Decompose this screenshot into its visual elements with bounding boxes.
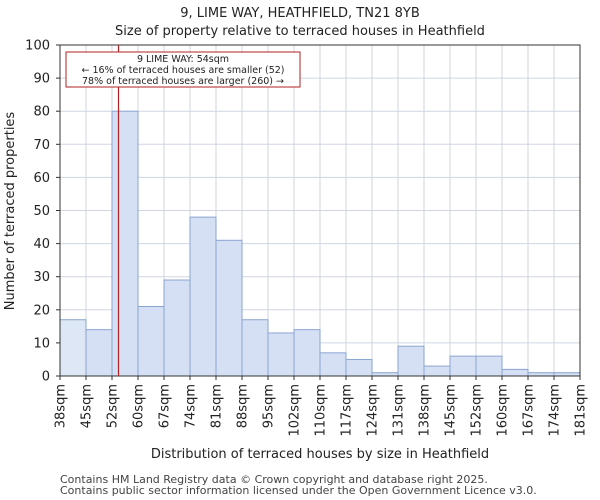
x-tick-label: 67sqm — [158, 384, 173, 428]
bar-117sqm — [345, 358, 373, 377]
annotation-box — [65, 51, 301, 88]
annotation-line-3: 78% of terraced houses are larger (260) … — [82, 76, 284, 87]
property-marker: 9 LIME WAY: 54sqm← 16% of terraced house… — [65, 45, 301, 376]
y-tick-label: 50 — [33, 204, 50, 219]
x-tick-label: 95sqm — [262, 384, 277, 428]
footer-line-2: Contains public sector information licen… — [60, 484, 537, 497]
y-tick-label: 60 — [33, 171, 50, 186]
bar-102sqm — [293, 329, 321, 377]
bar-67sqm — [163, 279, 191, 377]
x-tick-label: 131sqm — [392, 384, 407, 437]
y-tick-label: 80 — [33, 105, 50, 120]
bar-81sqm — [215, 239, 243, 377]
x-tick-label: 117sqm — [340, 384, 355, 437]
axes — [56, 44, 581, 380]
x-tick-label: 174sqm — [548, 384, 563, 437]
y-tick-label: 10 — [33, 336, 50, 351]
bar-52sqm — [111, 110, 139, 377]
x-tick-label: 145sqm — [444, 384, 459, 437]
chart-subtitle: Size of property relative to terraced ho… — [115, 24, 485, 39]
y-tick-label: 100 — [25, 39, 50, 54]
x-tick-label: 38sqm — [54, 384, 69, 428]
bar-60sqm — [137, 305, 165, 377]
x-tick-label: 52sqm — [106, 384, 121, 428]
x-tick-label: 45sqm — [80, 384, 95, 428]
y-tick-label: 0 — [42, 370, 50, 385]
bars — [59, 110, 581, 377]
x-tick-label: 102sqm — [288, 384, 303, 437]
x-tick-label: 110sqm — [314, 384, 329, 437]
bar-110sqm — [319, 352, 347, 377]
bar-145sqm — [449, 355, 477, 377]
x-tick-label: 81sqm — [210, 384, 225, 428]
annotation-line-1: 9 LIME WAY: 54sqm — [137, 54, 229, 65]
x-tick-label: 60sqm — [132, 384, 147, 428]
x-tick-label: 152sqm — [470, 384, 485, 437]
x-tick-labels: 38sqm 45sqm 52sqm 60sqm 67sqm 74sqm 81sqm 88sqm… — [54, 384, 589, 437]
bar-45sqm — [85, 329, 113, 377]
bar-160sqm — [501, 368, 529, 377]
bar-88sqm — [241, 319, 269, 377]
bar-74sqm — [189, 216, 217, 377]
y-axis-label: Number of terraced properties — [3, 112, 18, 311]
x-tick-label: 138sqm — [418, 384, 433, 437]
x-tick-label: 167sqm — [522, 384, 537, 437]
y-tick-label: 40 — [33, 237, 50, 252]
y-tick-label: 70 — [33, 138, 50, 153]
bar-95sqm — [267, 332, 295, 377]
footer-line-1: Contains HM Land Registry data © Crown c… — [60, 473, 488, 486]
bar-152sqm — [475, 355, 503, 377]
bar-131sqm — [397, 345, 425, 377]
x-tick-label: 74sqm — [184, 384, 199, 428]
y-tick-label: 90 — [33, 72, 50, 87]
x-tick-label: 160sqm — [496, 384, 511, 437]
y-tick-label: 30 — [33, 270, 50, 285]
bar-38sqm — [59, 319, 87, 377]
annotation-line-2: ← 16% of terraced houses are smaller (52… — [81, 65, 284, 76]
chart-title: 9, LIME WAY, HEATHFIELD, TN21 8YB — [180, 6, 420, 21]
y-tick-labels: 0 10 20 30 40 50 60 70 80 90 100 — [25, 39, 50, 385]
x-tick-label: 88sqm — [236, 384, 251, 428]
x-tick-label: 124sqm — [366, 384, 381, 437]
bar-138sqm — [423, 365, 451, 377]
x-axis-label: Distribution of terraced houses by size … — [151, 447, 489, 462]
y-tick-label: 20 — [33, 303, 50, 318]
x-tick-label: 181sqm — [574, 384, 589, 437]
